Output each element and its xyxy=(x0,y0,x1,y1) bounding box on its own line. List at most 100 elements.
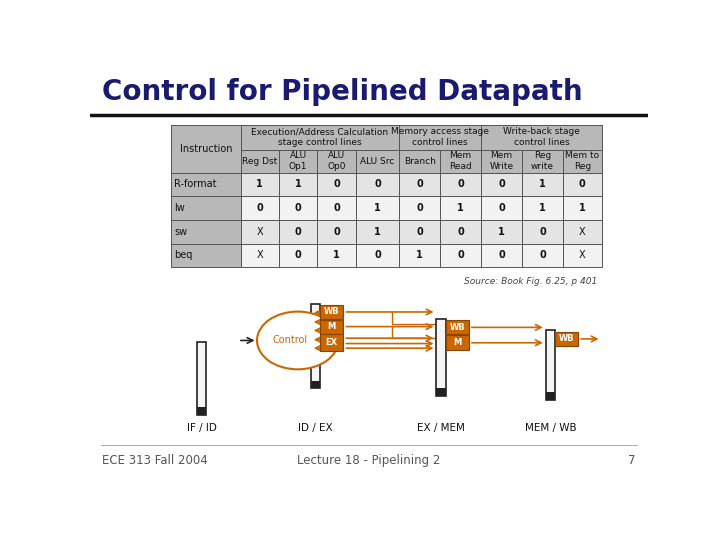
Bar xyxy=(318,196,356,220)
Text: 0: 0 xyxy=(498,251,505,260)
Bar xyxy=(399,220,440,244)
Text: Mem
Write: Mem Write xyxy=(490,151,513,171)
Text: 0: 0 xyxy=(416,203,423,213)
Text: lw: lw xyxy=(174,203,185,213)
Ellipse shape xyxy=(257,312,338,369)
Text: 1: 1 xyxy=(374,227,381,237)
Text: 0: 0 xyxy=(256,203,263,213)
Text: 0: 0 xyxy=(333,227,340,237)
Text: M: M xyxy=(453,338,462,347)
Text: 1: 1 xyxy=(333,251,340,260)
Bar xyxy=(563,196,601,220)
Bar xyxy=(436,388,446,396)
Bar xyxy=(436,319,446,396)
Bar xyxy=(311,303,320,388)
Bar xyxy=(481,150,522,173)
Bar xyxy=(522,196,563,220)
Bar xyxy=(399,150,440,173)
Text: 0: 0 xyxy=(579,179,585,190)
Bar xyxy=(440,196,481,220)
Bar xyxy=(481,220,522,244)
Bar xyxy=(279,196,318,220)
Bar xyxy=(171,125,240,173)
Text: 0: 0 xyxy=(294,227,302,237)
Text: beq: beq xyxy=(174,251,193,260)
Bar xyxy=(279,150,318,173)
Bar xyxy=(320,305,343,319)
Bar xyxy=(240,173,279,196)
Text: X: X xyxy=(579,227,585,237)
Bar xyxy=(399,244,440,267)
Bar xyxy=(240,125,399,150)
Bar xyxy=(440,150,481,173)
Text: 1: 1 xyxy=(416,251,423,260)
Text: WB: WB xyxy=(324,307,340,316)
Bar xyxy=(279,173,318,196)
Bar xyxy=(311,381,320,388)
Bar xyxy=(171,196,240,220)
Bar xyxy=(240,196,279,220)
Text: 0: 0 xyxy=(374,251,381,260)
Text: ALU
Op0: ALU Op0 xyxy=(328,151,346,171)
Text: ALU
Op1: ALU Op1 xyxy=(289,151,307,171)
Bar xyxy=(546,392,555,400)
Text: M: M xyxy=(328,322,336,331)
Text: WB: WB xyxy=(559,334,575,343)
Text: Reg
write: Reg write xyxy=(531,151,554,171)
Bar xyxy=(318,173,356,196)
Text: 0: 0 xyxy=(457,251,464,260)
Text: 1: 1 xyxy=(294,179,302,190)
Text: 0: 0 xyxy=(333,179,340,190)
Text: Write-back stage
control lines: Write-back stage control lines xyxy=(503,127,580,147)
Text: IF / ID: IF / ID xyxy=(186,423,217,433)
Bar xyxy=(546,330,555,400)
Text: X: X xyxy=(256,227,263,237)
Bar xyxy=(446,320,469,334)
Bar xyxy=(240,150,279,173)
Text: Mem
Read: Mem Read xyxy=(449,151,472,171)
Bar xyxy=(356,196,399,220)
Bar xyxy=(563,173,601,196)
Text: 0: 0 xyxy=(457,227,464,237)
Text: 0: 0 xyxy=(333,203,340,213)
Bar xyxy=(318,150,356,173)
Text: MEM / WB: MEM / WB xyxy=(525,423,576,433)
Text: R-format: R-format xyxy=(174,179,217,190)
Bar xyxy=(399,196,440,220)
Text: 1: 1 xyxy=(498,227,505,237)
Bar xyxy=(279,220,318,244)
Bar xyxy=(481,244,522,267)
Text: 1: 1 xyxy=(256,179,263,190)
Text: 0: 0 xyxy=(539,227,546,237)
Text: ALU Src: ALU Src xyxy=(360,157,395,166)
Text: ID / EX: ID / EX xyxy=(298,423,333,433)
Bar xyxy=(320,320,343,334)
Text: 1: 1 xyxy=(539,179,546,190)
Text: 0: 0 xyxy=(498,203,505,213)
Text: 0: 0 xyxy=(416,179,423,190)
Bar xyxy=(446,335,469,350)
Bar xyxy=(356,173,399,196)
Text: EX: EX xyxy=(325,338,338,347)
Text: Memory access stage
control lines: Memory access stage control lines xyxy=(391,127,489,147)
Bar xyxy=(240,244,279,267)
Bar xyxy=(440,244,481,267)
Text: 0: 0 xyxy=(294,251,302,260)
Bar xyxy=(440,220,481,244)
Text: 1: 1 xyxy=(579,203,585,213)
Text: 0: 0 xyxy=(294,203,302,213)
Text: Mem to
Reg: Mem to Reg xyxy=(565,151,599,171)
Text: X: X xyxy=(256,251,263,260)
Bar xyxy=(481,125,601,150)
Text: Control for Pipelined Datapath: Control for Pipelined Datapath xyxy=(102,78,583,106)
Bar xyxy=(563,220,601,244)
Bar xyxy=(171,125,601,150)
Bar xyxy=(171,173,240,196)
Text: 1: 1 xyxy=(374,203,381,213)
Bar xyxy=(522,220,563,244)
Bar xyxy=(563,150,601,173)
Bar xyxy=(555,332,578,346)
Text: sw: sw xyxy=(174,227,188,237)
Text: Control: Control xyxy=(272,335,307,346)
Text: Instruction: Instruction xyxy=(180,144,232,154)
